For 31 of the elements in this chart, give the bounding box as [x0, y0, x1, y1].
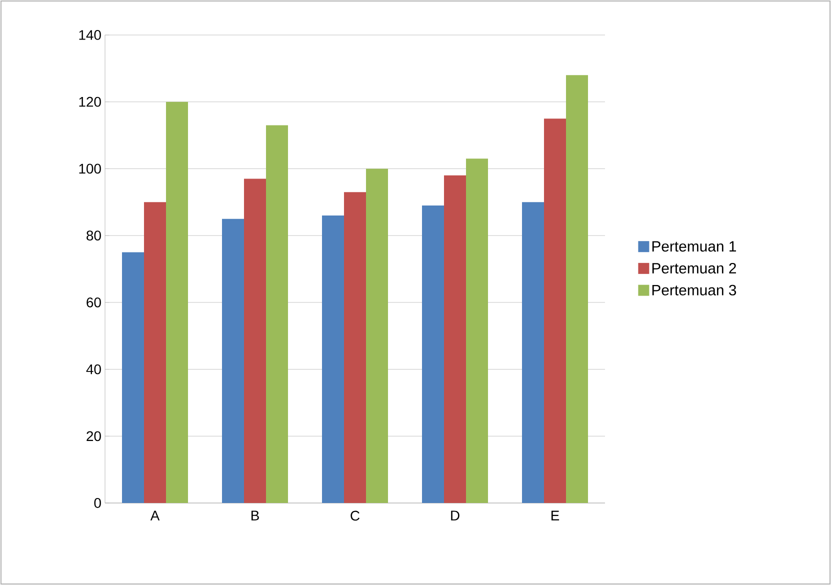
bar	[144, 202, 166, 503]
y-tick-label: 0	[94, 498, 101, 508]
y-tick-label: 20	[86, 431, 101, 442]
y-tick-label: 40	[86, 364, 101, 374]
bar	[566, 75, 588, 503]
x-tick-label: C	[350, 510, 360, 521]
bar	[122, 252, 144, 503]
bar	[466, 158, 488, 503]
legend-label: Pertemuan 3	[652, 284, 736, 296]
legend-label: Pertemuan 2	[652, 262, 736, 274]
bar	[222, 218, 244, 503]
y-tick-label: 120	[79, 96, 101, 107]
bar	[522, 202, 544, 503]
bar	[544, 118, 566, 503]
bar	[322, 216, 344, 503]
bar	[266, 125, 288, 503]
bar	[366, 168, 388, 503]
x-tick-label: A	[150, 510, 160, 520]
bar	[344, 192, 366, 503]
x-tick-label: B	[251, 510, 259, 520]
bar	[244, 178, 266, 503]
bar	[422, 205, 444, 503]
x-tick-label: E	[551, 510, 560, 520]
y-tick-label: 140	[79, 30, 101, 40]
x-tick-label: D	[451, 510, 460, 520]
bar	[166, 102, 188, 503]
y-tick-label: 80	[86, 230, 101, 241]
legend-label: Pertemuan 1	[652, 241, 736, 252]
y-tick-label: 60	[86, 297, 101, 308]
bar	[444, 175, 466, 503]
y-tick-label: 100	[79, 164, 101, 174]
